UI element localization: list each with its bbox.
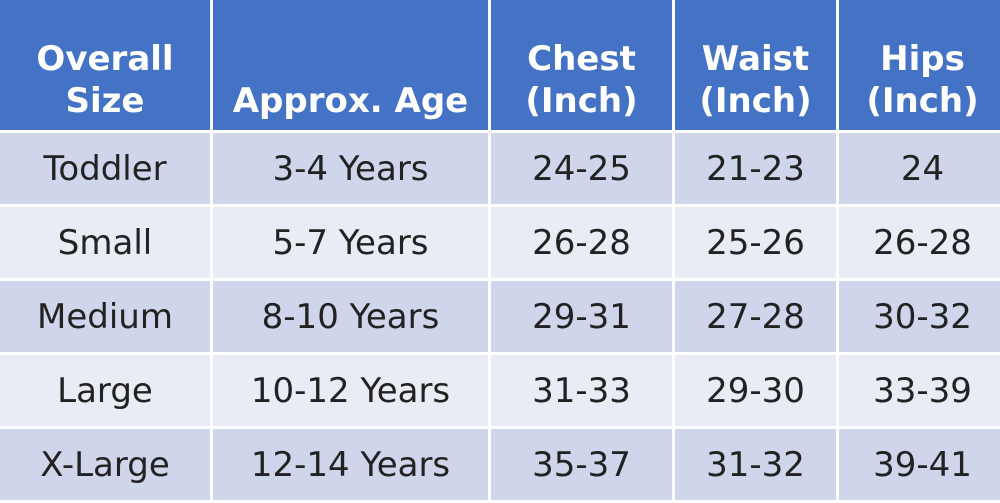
table-cell: Small	[0, 207, 210, 278]
table-cell: Medium	[0, 281, 210, 352]
table-header: Overall Size Approx. Age Chest (Inch) Waist…	[0, 0, 1000, 130]
table-body: Toddler 3-4 Years 24-25 21-23 24 Small 5-7 Yea…	[0, 133, 1000, 500]
table-cell: 21-23	[675, 133, 836, 204]
table-cell: 39-41	[839, 429, 1000, 500]
table-cell: Toddler	[0, 133, 210, 204]
table-cell: Large	[0, 355, 210, 426]
table-row: Small 5-7 Years 26-28 25-26 26-28	[0, 207, 1000, 278]
table-cell: 10-12 Years	[213, 355, 488, 426]
table-cell: 29-30	[675, 355, 836, 426]
header-cell: Chest (Inch)	[491, 0, 672, 130]
table-cell: 26-28	[491, 207, 672, 278]
table-cell: 8-10 Years	[213, 281, 488, 352]
header-cell: Hips (Inch)	[839, 0, 1000, 130]
table-cell: 35-37	[491, 429, 672, 500]
header-cell: Waist (Inch)	[675, 0, 836, 130]
table-cell: 31-32	[675, 429, 836, 500]
table-row: Large 10-12 Years 31-33 29-30 33-39	[0, 355, 1000, 426]
table-cell: 26-28	[839, 207, 1000, 278]
table-cell: 12-14 Years	[213, 429, 488, 500]
table-cell: 25-26	[675, 207, 836, 278]
header-cell: Approx. Age	[213, 0, 488, 130]
table-cell: 24	[839, 133, 1000, 204]
table-row: X-Large 12-14 Years 35-37 31-32 39-41	[0, 429, 1000, 500]
table-row: Toddler 3-4 Years 24-25 21-23 24	[0, 133, 1000, 204]
header-row: Overall Size Approx. Age Chest (Inch) Waist…	[0, 0, 1000, 130]
table-cell: 29-31	[491, 281, 672, 352]
table-cell: X-Large	[0, 429, 210, 500]
table-cell: 33-39	[839, 355, 1000, 426]
table-cell: 27-28	[675, 281, 836, 352]
table-cell: 5-7 Years	[213, 207, 488, 278]
table-cell: 24-25	[491, 133, 672, 204]
table-row: Medium 8-10 Years 29-31 27-28 30-32	[0, 281, 1000, 352]
header-cell: Overall Size	[0, 0, 210, 130]
table-cell: 30-32	[839, 281, 1000, 352]
table-cell: 3-4 Years	[213, 133, 488, 204]
table-cell: 31-33	[491, 355, 672, 426]
